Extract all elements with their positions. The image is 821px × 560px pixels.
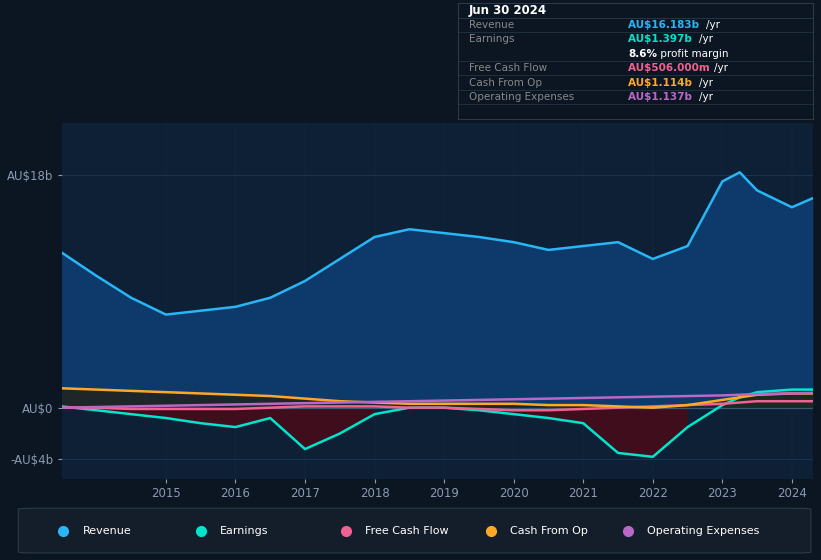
Text: Revenue: Revenue xyxy=(82,526,131,535)
Text: Earnings: Earnings xyxy=(469,34,514,44)
FancyBboxPatch shape xyxy=(18,508,811,553)
Text: Cash From Op: Cash From Op xyxy=(469,78,542,88)
Text: /yr: /yr xyxy=(706,20,720,30)
Text: Revenue: Revenue xyxy=(469,20,514,30)
Text: /yr: /yr xyxy=(699,78,713,88)
Text: AU$16.183b: AU$16.183b xyxy=(628,20,703,30)
Text: AU$1.397b: AU$1.397b xyxy=(628,34,696,44)
Text: Earnings: Earnings xyxy=(220,526,268,535)
Text: /yr: /yr xyxy=(699,92,713,102)
Text: AU$506.000m: AU$506.000m xyxy=(628,63,713,73)
Text: Jun 30 2024: Jun 30 2024 xyxy=(469,4,547,17)
Text: /yr: /yr xyxy=(699,34,713,44)
Text: Operating Expenses: Operating Expenses xyxy=(469,92,574,102)
Text: AU$1.114b: AU$1.114b xyxy=(628,78,696,88)
Text: Cash From Op: Cash From Op xyxy=(510,526,588,535)
Text: 8.6%: 8.6% xyxy=(628,49,658,59)
Text: Free Cash Flow: Free Cash Flow xyxy=(365,526,448,535)
Text: AU$1.137b: AU$1.137b xyxy=(628,92,696,102)
Text: Free Cash Flow: Free Cash Flow xyxy=(469,63,547,73)
Text: /yr: /yr xyxy=(714,63,728,73)
Text: profit margin: profit margin xyxy=(657,49,728,59)
Text: Operating Expenses: Operating Expenses xyxy=(648,526,760,535)
